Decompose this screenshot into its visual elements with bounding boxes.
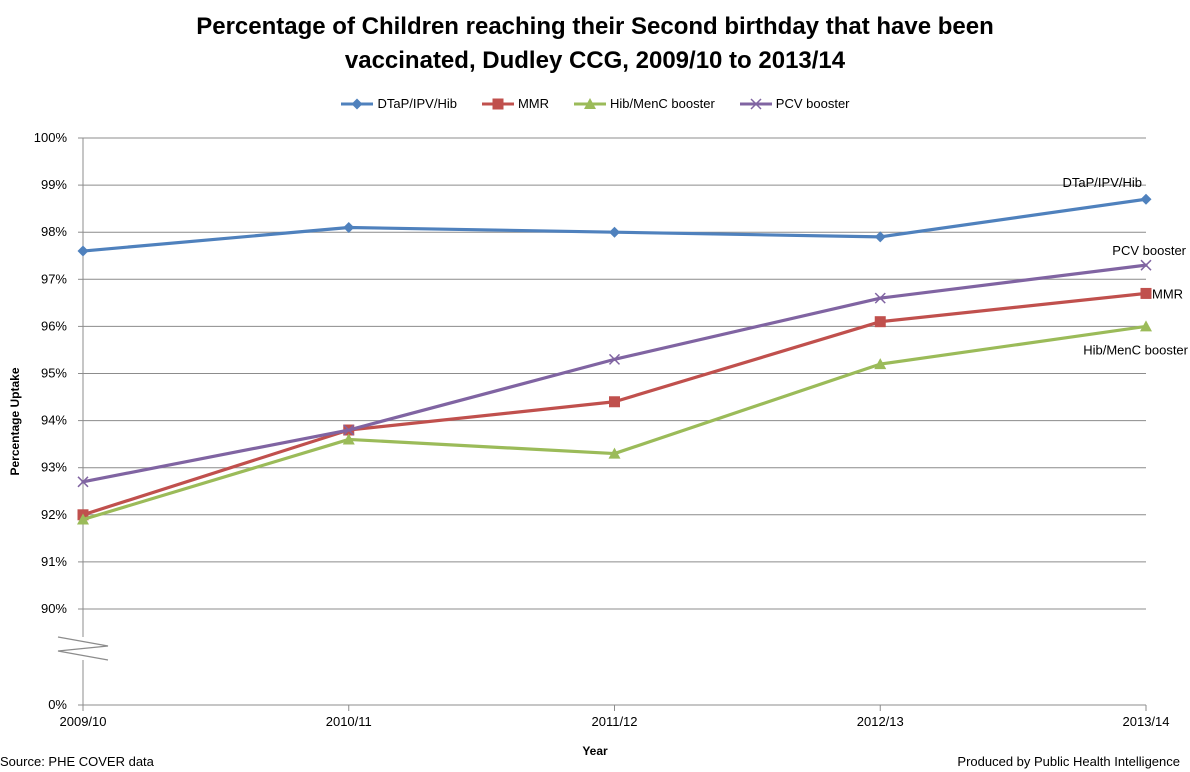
legend-swatch-marker [351,98,363,109]
legend-swatch-marker [584,97,597,109]
x-tick-label: 2013/14 [1123,714,1170,729]
data-point-hib-menc-booster [608,447,621,459]
chart-title-line-1: Percentage of Children reaching their Se… [196,13,994,40]
legend-label: Hib/MenC booster [610,96,715,111]
x-tick-label: 2011/12 [591,714,637,729]
y-tick-label: 92% [41,507,67,522]
data-point-mmr [609,396,620,408]
legend-item-pcv-booster: PCV booster [739,96,850,111]
data-point-pcv-booster [343,424,355,436]
data-point-pcv-booster [608,353,621,365]
x-tick-label: 2012/13 [857,714,904,729]
data-point-x-stroke [1140,259,1152,271]
legend-item-mmr: MMR [481,96,549,111]
data-point-x-stroke [874,292,886,304]
y-tick-label: 98% [41,224,67,239]
data-label-hib-menc-booster: Hib/MenC booster [1083,342,1188,357]
legend-swatch-marker [750,97,762,110]
y-tick-label: 93% [41,460,67,475]
data-point-hib-menc-booster [1140,320,1152,332]
legend-swatch-pcv-booster [739,97,772,110]
y-tick-label: 90% [41,601,67,616]
data-point-hib-menc-booster [77,513,89,525]
y-axis-title: Percentage Uptake [8,367,22,475]
y-tick-label: 94% [41,413,67,428]
data-point-mmr [874,316,886,328]
data-point-x-stroke [750,97,762,110]
data-point-dtap-ipv-hib [77,245,89,257]
data-point-dtap-ipv-hib [874,231,886,243]
legend-swatch-mmr [481,98,514,109]
produced-by-note: Produced by Public Health Intelligence [957,754,1180,769]
legend-label: MMR [517,96,550,111]
data-label-mmr: MMR [1152,286,1183,301]
legend-swatch-marker [492,98,504,109]
data-point-pcv-booster [874,292,886,304]
source-note: Source: PHE COVER data [0,754,154,769]
data-point-dtap-ipv-hib [609,226,620,238]
data-point-pcv-booster [77,476,89,488]
x-tick-label: 2009/10 [60,714,107,729]
data-point-x-stroke [77,476,89,488]
y-tick-label: 96% [41,318,67,333]
data-point-hib-menc-booster [342,433,355,445]
y-tick-label: 99% [41,177,67,192]
data-point-x-stroke [343,424,355,436]
y-tick-label: 100% [34,130,68,145]
series-line-dtap-ipv-hib [81,197,1148,253]
chart-legend: DTaP/IPV/Hib MMR Hib/MenC booster PCV boost… [0,96,1190,114]
legend-swatch-dtap-ipv-hib [341,98,374,109]
data-label-dtap-ipv-hib: DTaP/IPV/Hib [1063,175,1142,190]
legend-swatch-hib-menc-booster [574,97,607,109]
legend-item-hib-menc-booster: Hib/MenC booster [573,96,715,111]
data-point-dtap-ipv-hib [343,221,355,233]
data-point-dtap-ipv-hib [1140,193,1152,205]
y-tick-label: 0% [48,697,67,712]
chart-title: Percentage of Children reaching their Se… [0,10,1190,78]
data-point-mmr [1140,287,1152,299]
x-tick-label: 2010/11 [326,714,372,729]
legend-label: DTaP/IPV/Hib [377,96,457,111]
data-point-x-stroke [608,353,621,365]
legend-label: PCV booster [775,96,850,111]
legend-item-dtap-ipv-hib: DTaP/IPV/Hib [340,96,457,111]
series-line-hib-menc-booster [81,324,1148,522]
y-tick-label: 97% [41,271,67,286]
y-tick-label: 95% [41,366,67,381]
data-point-hib-menc-booster [874,358,887,370]
chart-title-line-2: vaccinated, Dudley CCG, 2009/10 to 2013/… [344,47,846,74]
axis-break-mark [57,636,109,661]
data-label-pcv-booster: PCV booster [1112,243,1186,258]
x-axis-title: Year [582,744,608,758]
data-point-pcv-booster [1140,259,1152,271]
y-tick-label: 91% [41,554,67,569]
